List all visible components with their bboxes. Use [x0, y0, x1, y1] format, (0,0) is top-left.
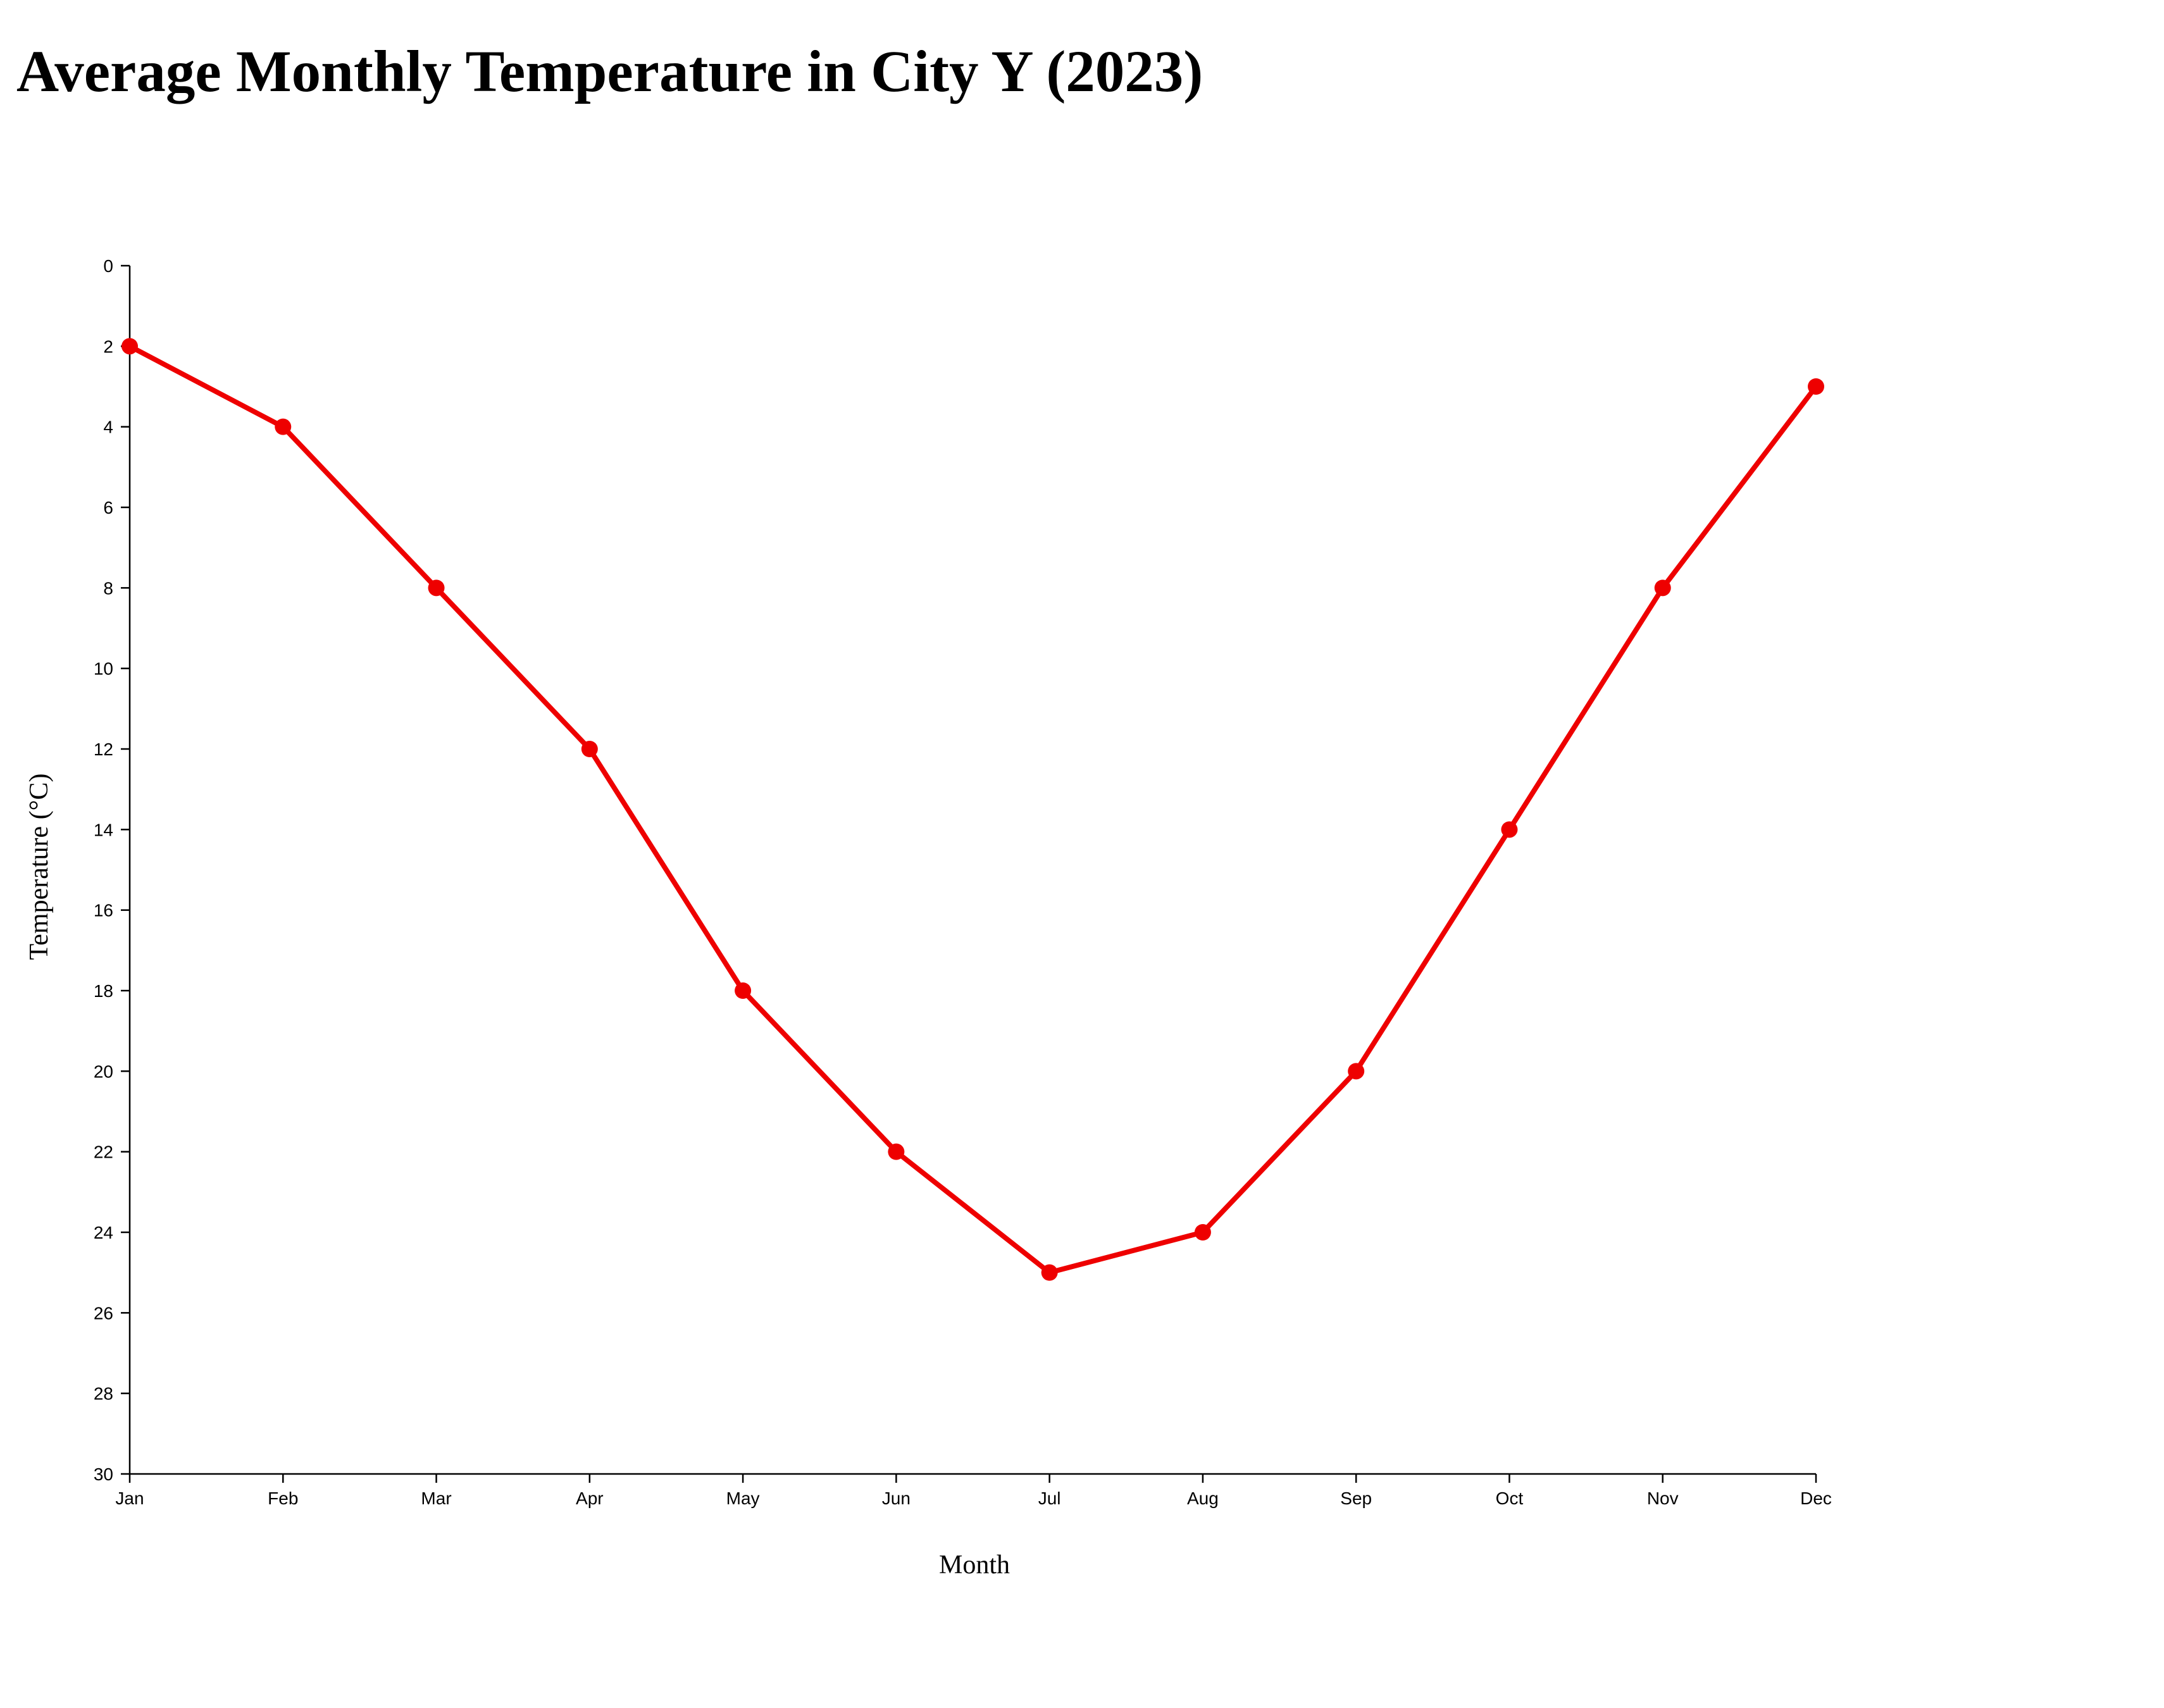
chart-title: Average Monthly Temperature in City Y (2…: [16, 39, 1203, 104]
y-tick-label: 24: [94, 1223, 113, 1242]
y-tick-label: 20: [94, 1061, 113, 1081]
y-tick-label: 4: [103, 418, 113, 437]
x-tick-label: Apr: [576, 1488, 604, 1508]
y-axis-title: Temperature (°C): [25, 774, 54, 960]
x-tick-label: Aug: [1187, 1488, 1219, 1508]
y-tick-label: 12: [94, 740, 113, 759]
x-tick-label: Jan: [115, 1488, 144, 1508]
x-axis-title: Month: [939, 1550, 1010, 1580]
series-line: [128, 343, 1819, 1275]
y-tick-label: 16: [94, 901, 113, 920]
y-tick-label: 8: [103, 578, 113, 598]
data-point: [1041, 1264, 1058, 1281]
y-tick-label: 28: [94, 1384, 113, 1404]
x-tick-label: Dec: [1800, 1488, 1832, 1508]
data-point: [275, 418, 292, 435]
y-tick-label: 2: [103, 337, 113, 356]
y-tick-label: 14: [94, 820, 113, 839]
data-point: [1348, 1063, 1365, 1080]
x-tick-label: May: [726, 1488, 760, 1508]
x-tick-label: Feb: [268, 1488, 298, 1508]
x-tick-label: Jul: [1038, 1488, 1061, 1508]
y-tick-label: 26: [94, 1303, 113, 1323]
y-tick-label: 0: [103, 256, 113, 276]
y-tick-label: 18: [94, 981, 113, 1001]
data-point: [1194, 1224, 1211, 1241]
y-tick-label: 30: [94, 1464, 113, 1484]
x-tick-label: Oct: [1496, 1488, 1524, 1508]
x-tick-label: Nov: [1647, 1488, 1679, 1508]
data-point: [1808, 378, 1824, 395]
data-point: [888, 1143, 905, 1160]
y-tick-label: 10: [94, 659, 113, 679]
y-tick-label: 22: [94, 1142, 113, 1162]
x-tick-label: Mar: [421, 1488, 451, 1508]
data-point: [581, 741, 598, 757]
data-point: [121, 338, 138, 355]
data-point: [1654, 579, 1671, 597]
data-point: [428, 579, 445, 597]
temperature-series: [121, 338, 1824, 1281]
y-tick-label: 6: [103, 498, 113, 517]
x-axis: Jan Feb Mar Apr May Jun Jul Aug Sep Oct Nov Dec: [115, 1473, 1832, 1508]
x-tick-label: Sep: [1340, 1488, 1372, 1508]
x-tick-label: Jun: [882, 1488, 911, 1508]
data-point: [735, 982, 752, 999]
data-point: [1501, 821, 1518, 838]
